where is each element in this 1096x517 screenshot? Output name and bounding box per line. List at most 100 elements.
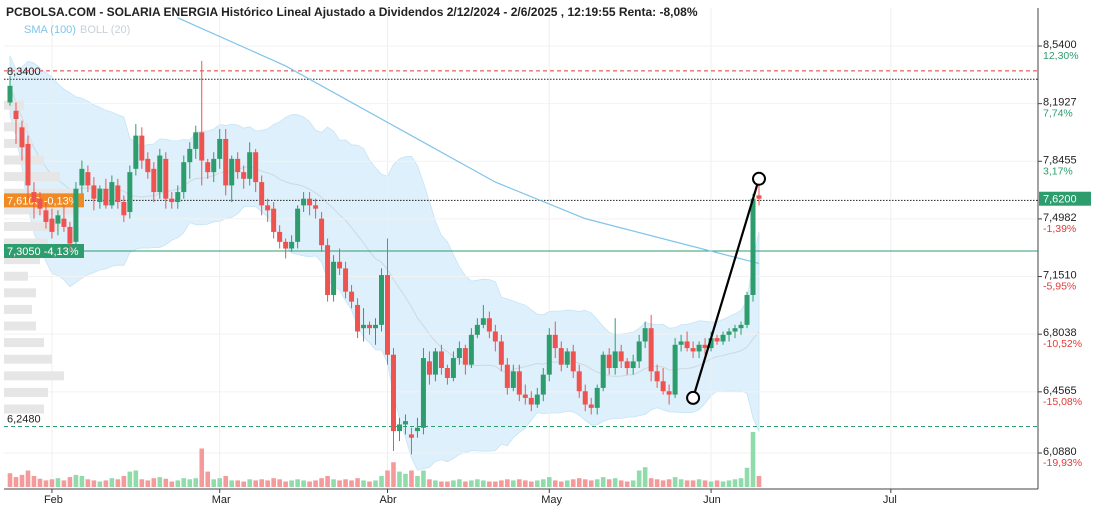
- candle-body: [594, 387, 600, 408]
- volume-bar: [594, 479, 600, 487]
- candle-body: [55, 215, 61, 224]
- x-tick-label: Jul: [883, 494, 897, 506]
- candle-body: [678, 341, 684, 345]
- volume-profile-bar: [4, 255, 40, 265]
- candle-body: [289, 241, 295, 249]
- volume-bar: [499, 480, 504, 487]
- candle-body: [19, 127, 25, 148]
- candle-body: [91, 185, 97, 199]
- volume-bar: [427, 479, 432, 487]
- volume-bar: [564, 480, 570, 487]
- volume-profile-bar: [4, 354, 52, 364]
- candle-body: [367, 324, 373, 329]
- volume-bar: [457, 479, 462, 487]
- candle-body: [253, 152, 259, 183]
- candle-body: [642, 328, 648, 342]
- volume-profile-bar: [4, 271, 28, 281]
- candle-body: [31, 192, 37, 203]
- trendline-layer: [686, 171, 766, 405]
- candle-body: [139, 135, 145, 161]
- volume-profile-bar: [4, 338, 44, 348]
- candle-body: [133, 135, 139, 169]
- volume-bar: [439, 481, 444, 487]
- y-tick-label: 8,5400: [1043, 39, 1077, 51]
- candle-body: [684, 341, 690, 349]
- volume-bar: [576, 478, 582, 487]
- volume-bar: [355, 478, 360, 487]
- volume-bar: [463, 481, 468, 487]
- volume-bar: [205, 471, 211, 487]
- candle-body: [379, 275, 385, 325]
- volume-bar: [666, 479, 672, 487]
- volume-bar: [235, 480, 240, 487]
- volume-bar: [97, 481, 103, 487]
- candle-body: [259, 182, 265, 206]
- candle-body: [390, 354, 396, 432]
- candle-body: [720, 334, 726, 342]
- y-tick-label: 7,8455: [1043, 154, 1077, 166]
- candle-body: [73, 188, 79, 242]
- candle-body: [600, 354, 606, 388]
- candle-body: [702, 344, 708, 349]
- candle-body: [241, 172, 247, 179]
- candle-body: [756, 195, 762, 199]
- volume-bar: [445, 481, 450, 487]
- legend-sma: SMA (100): [24, 24, 76, 36]
- candle-body: [546, 334, 552, 375]
- candle-body: [181, 162, 187, 193]
- volume-bar: [331, 479, 336, 487]
- volume-profile-bar: [4, 238, 48, 248]
- candle-body: [408, 434, 414, 438]
- candle-body: [624, 361, 630, 369]
- candle-body: [79, 168, 85, 186]
- candle-body: [307, 198, 313, 206]
- volume-bar: [229, 480, 235, 487]
- candle-body: [319, 218, 325, 246]
- candle-body: [7, 85, 13, 103]
- candle-body: [612, 351, 618, 369]
- volume-bar: [732, 479, 738, 487]
- candle-body: [432, 351, 438, 375]
- candle-body: [582, 391, 588, 405]
- candle-body: [576, 371, 582, 392]
- candle-body: [450, 358, 456, 378]
- candle-body: [199, 132, 205, 161]
- volume-bar: [37, 478, 43, 487]
- volume-bar: [678, 479, 684, 487]
- candle-body: [121, 202, 127, 216]
- current-price-label: 7,6200: [1043, 194, 1077, 206]
- volume-bar: [361, 480, 366, 487]
- y-tick-pct: 7,74%: [1043, 108, 1073, 120]
- candle-body: [522, 394, 528, 398]
- volume-profile-bar: [4, 138, 32, 148]
- candle-body: [271, 208, 277, 232]
- volume-bar: [552, 480, 558, 487]
- y-tick-pct: -10,52%: [1043, 338, 1082, 350]
- volume-bar: [325, 476, 330, 487]
- volume-bar: [517, 479, 522, 487]
- volume-profile-bar: [4, 100, 24, 110]
- candle-body: [534, 394, 540, 405]
- volume-bar: [247, 479, 252, 487]
- level-label: 6,2480: [7, 413, 41, 425]
- volume-bar: [85, 479, 91, 487]
- volume-bar: [570, 479, 576, 487]
- candle-body: [13, 110, 19, 120]
- candle-body: [115, 185, 121, 203]
- volume-bar: [618, 480, 624, 487]
- candle-body: [145, 158, 151, 173]
- candle-body: [49, 218, 55, 232]
- candle-body: [492, 331, 498, 342]
- volume-bar: [415, 476, 420, 487]
- volume-bar: [7, 473, 13, 487]
- candle-body: [373, 324, 379, 329]
- candle-body: [157, 155, 163, 193]
- level-badge: [4, 193, 84, 208]
- volume-profile-bar: [4, 321, 36, 331]
- candle-body: [349, 291, 355, 302]
- volume-bar: [73, 474, 79, 487]
- level-label: 7,6100 -0,13%: [7, 195, 79, 207]
- candle-body: [480, 318, 486, 325]
- volume-bar: [642, 467, 648, 487]
